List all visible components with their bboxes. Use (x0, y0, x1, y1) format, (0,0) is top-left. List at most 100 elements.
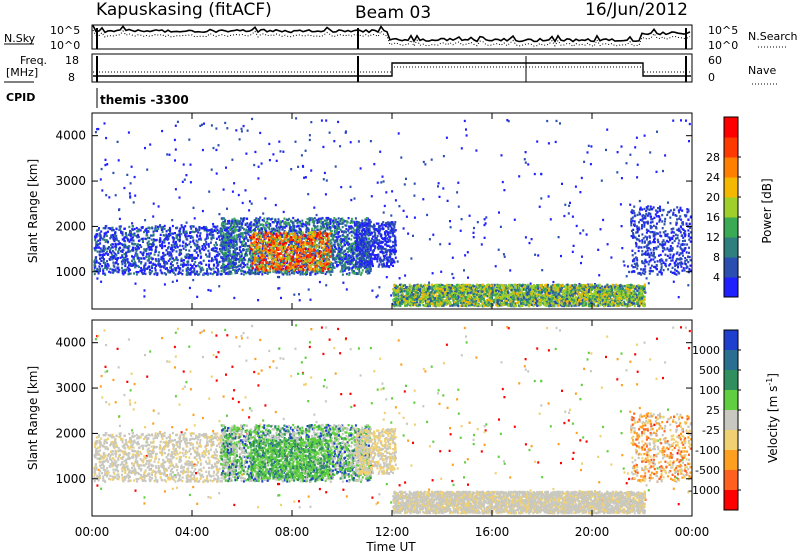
noise-panel-frame (92, 25, 692, 49)
data-cell (437, 185, 439, 187)
data-cell (484, 224, 486, 226)
data-cell (205, 264, 207, 266)
data-cell (164, 283, 166, 285)
data-cell (205, 243, 207, 245)
data-cell (431, 159, 433, 161)
data-cell (639, 200, 641, 202)
data-cell (667, 202, 669, 204)
data-cell (208, 260, 210, 262)
data-cell (268, 143, 270, 145)
data-cell (172, 281, 174, 283)
data-cell (106, 163, 108, 165)
data-cell (113, 266, 115, 268)
data-cell (148, 265, 150, 267)
data-cell (465, 128, 467, 130)
data-cell (241, 128, 243, 130)
data-cell (498, 249, 500, 251)
data-cell (115, 248, 117, 250)
data-cell (160, 226, 162, 228)
data-cell (432, 234, 434, 236)
data-cell (188, 250, 190, 252)
data-cell (96, 229, 98, 231)
data-cell (102, 270, 104, 272)
data-cell (447, 200, 449, 202)
data-cell (96, 277, 98, 279)
data-cell (217, 273, 219, 275)
data-cell (439, 196, 441, 198)
data-cell (105, 137, 107, 139)
data-cell (100, 281, 102, 283)
data-cell (657, 260, 659, 262)
noise-tick-bottom-left: 10^0 (50, 39, 80, 52)
data-cell (116, 259, 118, 261)
data-cell (345, 130, 347, 132)
data-cell (112, 238, 114, 240)
data-cell (405, 178, 407, 180)
data-cell (688, 140, 690, 142)
data-cell (207, 250, 209, 252)
data-cell (473, 232, 475, 234)
data-cell (149, 143, 151, 145)
data-cell (152, 215, 154, 217)
data-cell (310, 121, 312, 123)
data-cell (621, 247, 623, 249)
data-cell (98, 265, 100, 267)
data-cell (122, 231, 124, 233)
data-cell (192, 279, 194, 281)
data-cell (149, 269, 151, 271)
data-cell (621, 177, 623, 179)
data-cell (235, 129, 237, 131)
data-cell (597, 249, 599, 251)
data-cell (114, 235, 116, 237)
data-cell (166, 153, 168, 155)
data-cell (127, 258, 129, 260)
data-cell (164, 225, 166, 227)
data-cell (548, 142, 550, 144)
data-cell (124, 269, 126, 271)
data-cell (259, 132, 261, 134)
data-cell (539, 206, 541, 208)
data-cell (203, 243, 205, 245)
data-cell (469, 215, 471, 217)
data-cell (560, 255, 562, 257)
data-cell (529, 242, 531, 244)
data-cell (646, 277, 648, 279)
data-cell (197, 255, 199, 257)
data-cell (391, 190, 393, 192)
data-cell (130, 182, 132, 184)
data-cell (555, 141, 557, 143)
data-cell (107, 253, 109, 255)
data-cell (503, 189, 505, 191)
data-cell (99, 242, 101, 244)
data-cell (309, 134, 311, 136)
data-cell (561, 183, 563, 185)
data-cell (460, 230, 462, 232)
data-cell (144, 219, 146, 221)
data-cell (552, 281, 554, 283)
data-cell (283, 211, 285, 213)
data-cell (656, 171, 658, 173)
data-cell (155, 269, 157, 271)
radar-title: Kapuskasing (fitACF) (96, 0, 272, 20)
data-cell (432, 272, 434, 274)
data-cell (200, 237, 202, 239)
data-cell (188, 235, 190, 237)
data-cell (101, 237, 103, 239)
data-cell (579, 191, 581, 193)
data-cell (527, 163, 529, 165)
data-cell (127, 251, 129, 253)
data-cell (377, 295, 379, 297)
data-cell (662, 170, 664, 172)
data-cell (626, 162, 628, 164)
data-cell (210, 272, 212, 274)
data-cell (143, 248, 145, 250)
data-cell (190, 164, 192, 166)
data-cell (397, 260, 399, 262)
data-cell (189, 287, 191, 289)
data-cell (443, 155, 445, 157)
data-cell (452, 257, 454, 259)
data-cell (203, 260, 205, 262)
data-cell (509, 269, 511, 271)
data-cell (145, 250, 147, 252)
data-cell (119, 247, 121, 249)
